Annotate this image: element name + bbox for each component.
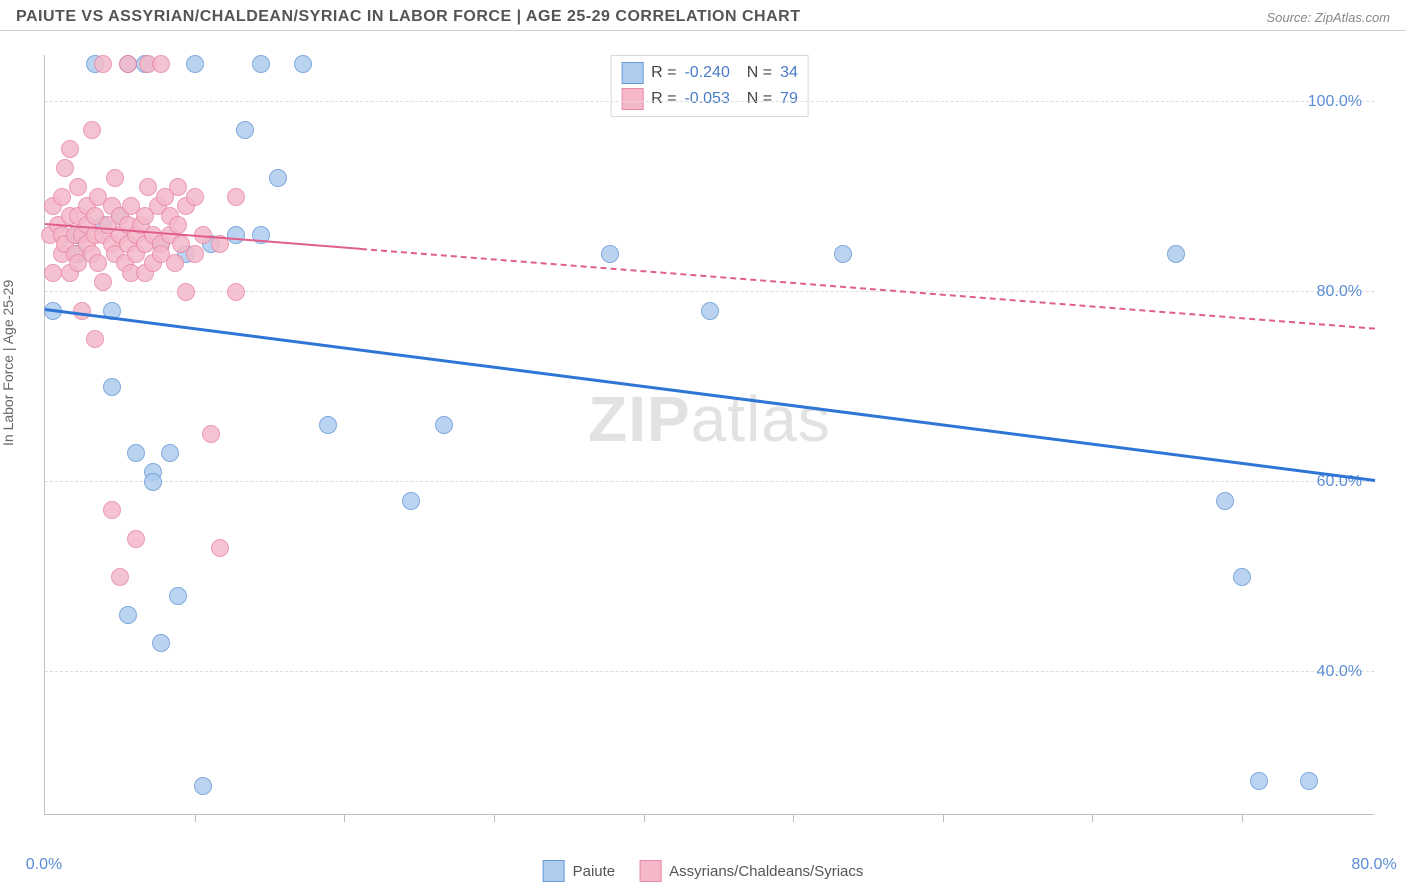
stat-n-value: 34 xyxy=(780,64,798,82)
gridline-h xyxy=(45,671,1374,672)
legend-label: Assyrians/Chaldeans/Syriacs xyxy=(669,863,863,880)
legend-item: Assyrians/Chaldeans/Syriacs xyxy=(639,860,863,882)
scatter-point xyxy=(161,444,179,462)
scatter-point xyxy=(152,634,170,652)
scatter-point xyxy=(111,568,129,586)
scatter-point xyxy=(86,330,104,348)
scatter-point xyxy=(227,188,245,206)
scatter-point xyxy=(103,378,121,396)
xtick-minor xyxy=(1242,814,1243,822)
y-axis-label: In Labor Force | Age 25-29 xyxy=(0,280,16,446)
xtick-minor xyxy=(494,814,495,822)
scatter-point xyxy=(1250,772,1268,790)
stat-n-label: N = xyxy=(738,90,772,108)
plot-area: ZIPatlas R =-0.240 N =34R =-0.053 N =79 … xyxy=(44,55,1374,815)
xtick-minor xyxy=(344,814,345,822)
xtick-minor xyxy=(1092,814,1093,822)
scatter-point xyxy=(601,245,619,263)
chart-container: PAIUTE VS ASSYRIAN/CHALDEAN/SYRIAC IN LA… xyxy=(0,0,1406,892)
xtick-label: 0.0% xyxy=(26,856,62,874)
chart-title: PAIUTE VS ASSYRIAN/CHALDEAN/SYRIAC IN LA… xyxy=(16,8,800,26)
legend-swatch xyxy=(621,62,643,84)
scatter-point xyxy=(56,159,74,177)
scatter-point xyxy=(94,55,112,73)
ytick-label: 100.0% xyxy=(1308,93,1362,111)
legend-stats-row: R = -0.053 N = 79 xyxy=(621,86,798,112)
source-label: Source: ZipAtlas.com xyxy=(1266,10,1390,25)
xtick-minor xyxy=(793,814,794,822)
stat-n-value: 79 xyxy=(780,90,798,108)
gridline-h xyxy=(45,481,1374,482)
watermark-zip: ZIP xyxy=(588,383,691,455)
scatter-point xyxy=(177,283,195,301)
scatter-point xyxy=(53,188,71,206)
trend-line xyxy=(45,308,1375,482)
legend-item: Paiute xyxy=(543,860,616,882)
scatter-point xyxy=(103,501,121,519)
scatter-point xyxy=(144,473,162,491)
scatter-point xyxy=(236,121,254,139)
scatter-point xyxy=(227,283,245,301)
scatter-point xyxy=(252,55,270,73)
scatter-point xyxy=(202,425,220,443)
legend-label: Paiute xyxy=(573,863,616,880)
scatter-point xyxy=(1167,245,1185,263)
scatter-point xyxy=(69,178,87,196)
scatter-point xyxy=(402,492,420,510)
ytick-label: 80.0% xyxy=(1317,283,1362,301)
xtick-minor xyxy=(943,814,944,822)
scatter-point xyxy=(1233,568,1251,586)
scatter-point xyxy=(269,169,287,187)
stat-r-value: -0.053 xyxy=(684,90,729,108)
ytick-label: 40.0% xyxy=(1317,663,1362,681)
scatter-point xyxy=(119,55,137,73)
bottom-legend: Paiute Assyrians/Chaldeans/Syriacs xyxy=(543,860,864,882)
scatter-point xyxy=(119,606,137,624)
scatter-point xyxy=(186,245,204,263)
scatter-point xyxy=(127,530,145,548)
scatter-point xyxy=(1300,772,1318,790)
scatter-point xyxy=(169,178,187,196)
scatter-point xyxy=(139,178,157,196)
scatter-point xyxy=(194,777,212,795)
scatter-point xyxy=(186,55,204,73)
scatter-point xyxy=(44,264,62,282)
scatter-point xyxy=(227,226,245,244)
legend-stats-box: R = -0.240 N = 34 R = -0.053 N = 79 xyxy=(610,55,809,117)
trend-line xyxy=(361,248,1375,330)
scatter-point xyxy=(89,254,107,272)
scatter-point xyxy=(319,416,337,434)
scatter-point xyxy=(61,140,79,158)
scatter-point xyxy=(166,254,184,272)
gridline-h xyxy=(45,101,1374,102)
scatter-point xyxy=(83,121,101,139)
scatter-point xyxy=(169,587,187,605)
scatter-point xyxy=(834,245,852,263)
scatter-point xyxy=(211,539,229,557)
scatter-point xyxy=(186,188,204,206)
scatter-point xyxy=(94,273,112,291)
xtick-minor xyxy=(195,814,196,822)
legend-swatch xyxy=(543,860,565,882)
legend-swatch xyxy=(639,860,661,882)
scatter-point xyxy=(701,302,719,320)
legend-stats-row: R = -0.240 N = 34 xyxy=(621,60,798,86)
stat-r-label: R = xyxy=(651,90,676,108)
scatter-point xyxy=(127,444,145,462)
scatter-point xyxy=(152,55,170,73)
stat-r-value: -0.240 xyxy=(684,64,729,82)
scatter-point xyxy=(1216,492,1234,510)
scatter-point xyxy=(169,216,187,234)
xtick-minor xyxy=(644,814,645,822)
stat-r-label: R = xyxy=(651,64,676,82)
legend-swatch xyxy=(621,88,643,110)
scatter-point xyxy=(294,55,312,73)
xtick-label: 80.0% xyxy=(1351,856,1396,874)
scatter-point xyxy=(106,169,124,187)
scatter-point xyxy=(73,302,91,320)
title-bar: PAIUTE VS ASSYRIAN/CHALDEAN/SYRIAC IN LA… xyxy=(0,0,1406,31)
stat-n-label: N = xyxy=(738,64,772,82)
scatter-point xyxy=(435,416,453,434)
